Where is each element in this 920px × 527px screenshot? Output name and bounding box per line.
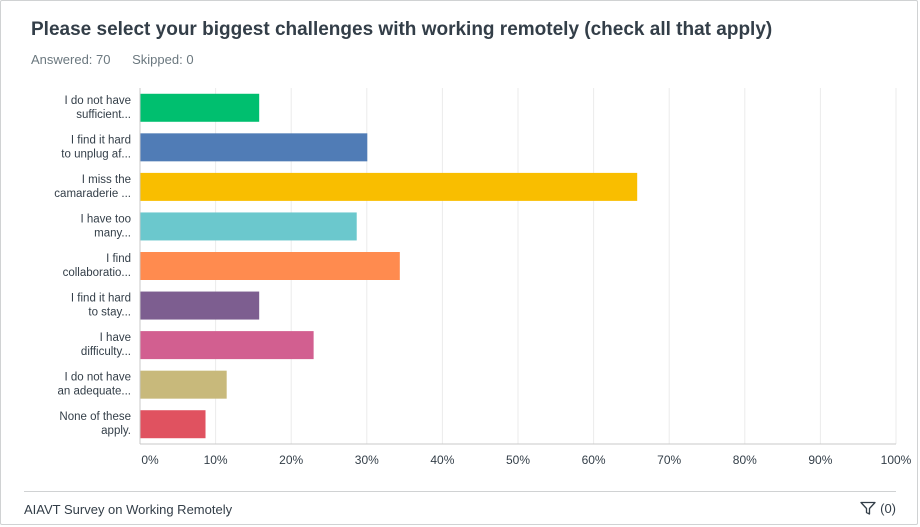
x-tick-label: 0%	[141, 453, 159, 467]
x-tick-label: 90%	[808, 453, 832, 467]
x-tick-label: 20%	[279, 453, 303, 467]
category-label: I do not have an adequate...	[57, 372, 131, 398]
category-label: I have difficulty...	[81, 332, 131, 358]
x-tick-label: 100%	[881, 453, 912, 467]
category-label-line: collaboratio...	[63, 267, 131, 279]
x-tick-label: 10%	[204, 453, 228, 467]
filter-icon	[860, 501, 876, 515]
category-label-line: I do not have	[65, 372, 132, 384]
bar[interactable]	[140, 410, 206, 439]
category-label-line: camaraderie ...	[54, 188, 131, 200]
x-tick-label: 50%	[506, 453, 530, 467]
bar[interactable]	[140, 291, 260, 320]
question-title: Please select your biggest challenges wi…	[31, 19, 773, 40]
category-label: None of these apply.	[59, 411, 131, 437]
survey-name: AIAVT Survey on Working Remotely	[24, 502, 233, 517]
x-tick-label: 30%	[355, 453, 379, 467]
bar[interactable]	[140, 331, 314, 360]
category-label-line: an adequate...	[57, 386, 131, 398]
category-label-line: I do not have	[65, 95, 132, 107]
x-tick-label: 60%	[582, 453, 606, 467]
category-label-line: apply.	[101, 425, 131, 437]
category-label: I find collaboratio...	[63, 253, 131, 279]
category-label: I find it hard to unplug af...	[61, 134, 131, 160]
filter-button[interactable]: (0)	[860, 501, 896, 516]
bar-chart: 0% 10% 20% 30% 40% 50% 60% 70% 80% 90% 100% I do no…	[54, 88, 912, 467]
comment-count: (0)	[880, 501, 896, 516]
x-tick-label: 70%	[657, 453, 681, 467]
category-label: I have too many...	[80, 213, 131, 239]
category-label-line: I have too	[80, 213, 131, 225]
category-label-line: I find it hard	[71, 293, 131, 305]
category-label-line: to unplug af...	[61, 148, 131, 160]
bar[interactable]	[140, 133, 368, 162]
category-label: I find it hard to stay...	[71, 293, 131, 319]
bar[interactable]	[140, 252, 400, 280]
skipped-count: Skipped: 0	[132, 52, 194, 67]
response-stats: Answered: 70 Skipped: 0	[31, 52, 212, 67]
category-label-line: sufficient...	[76, 109, 131, 121]
category-label-line: many...	[94, 227, 131, 239]
category-label-line: I miss the	[82, 174, 131, 186]
footer-divider	[24, 491, 896, 492]
bar[interactable]	[140, 93, 260, 122]
category-label-line: to stay...	[88, 307, 131, 319]
category-label: I miss the camaraderie ...	[54, 174, 131, 200]
category-label-line: I find	[106, 253, 131, 265]
category-label-line: None of these	[59, 411, 131, 423]
answered-count: Answered: 70	[31, 52, 111, 67]
bar[interactable]	[140, 212, 357, 241]
category-label-line: difficulty...	[81, 346, 131, 358]
bar[interactable]	[140, 370, 227, 399]
category-label: I do not have sufficient...	[65, 95, 132, 121]
category-label-line: I have	[100, 332, 131, 344]
x-tick-label: 80%	[733, 453, 757, 467]
category-label-line: I find it hard	[71, 134, 131, 146]
x-tick-label: 40%	[430, 453, 454, 467]
bar[interactable]	[140, 172, 638, 201]
